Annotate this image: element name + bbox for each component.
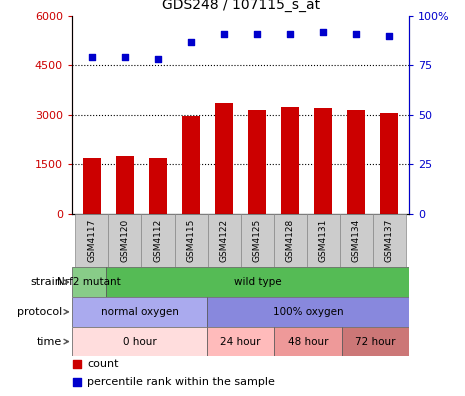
- Bar: [215, 103, 233, 214]
- Bar: [141, 214, 174, 267]
- Text: 100% oxygen: 100% oxygen: [273, 307, 343, 317]
- Bar: [116, 156, 134, 214]
- Text: strain: strain: [30, 277, 62, 287]
- Point: [154, 56, 162, 63]
- Bar: [347, 110, 365, 214]
- Point: [73, 361, 81, 367]
- Bar: [373, 214, 406, 267]
- Bar: [72, 297, 207, 327]
- Title: GDS248 / 107115_s_at: GDS248 / 107115_s_at: [161, 0, 320, 12]
- Point: [286, 30, 294, 37]
- Text: GSM4137: GSM4137: [385, 219, 394, 262]
- Bar: [182, 116, 200, 214]
- Bar: [75, 214, 108, 267]
- Text: protocol: protocol: [17, 307, 62, 317]
- Text: wild type: wild type: [234, 277, 281, 287]
- Text: 0 hour: 0 hour: [123, 337, 156, 346]
- Text: Nrf2 mutant: Nrf2 mutant: [57, 277, 121, 287]
- Bar: [108, 214, 141, 267]
- Point: [253, 30, 261, 37]
- Bar: [207, 297, 409, 327]
- Text: 72 hour: 72 hour: [355, 337, 396, 346]
- Bar: [342, 327, 409, 356]
- Bar: [149, 158, 167, 214]
- Text: GSM4122: GSM4122: [219, 219, 229, 262]
- Bar: [72, 327, 207, 356]
- Bar: [380, 113, 399, 214]
- Bar: [340, 214, 373, 267]
- Text: time: time: [37, 337, 62, 346]
- Text: normal oxygen: normal oxygen: [100, 307, 179, 317]
- Bar: [83, 158, 101, 214]
- Text: GSM4134: GSM4134: [352, 219, 361, 262]
- Bar: [207, 214, 241, 267]
- Point: [88, 54, 96, 61]
- Text: GSM4131: GSM4131: [319, 219, 328, 262]
- Point: [121, 54, 129, 61]
- Text: count: count: [87, 360, 119, 369]
- Point: [319, 29, 327, 35]
- Text: GSM4117: GSM4117: [87, 219, 96, 262]
- Bar: [248, 110, 266, 214]
- Point: [73, 379, 81, 385]
- Text: 24 hour: 24 hour: [220, 337, 261, 346]
- Bar: [281, 107, 299, 214]
- Text: GSM4112: GSM4112: [153, 219, 162, 262]
- Bar: [207, 327, 274, 356]
- Point: [352, 30, 360, 37]
- Text: GSM4120: GSM4120: [120, 219, 129, 262]
- Point: [220, 30, 228, 37]
- Bar: [307, 214, 340, 267]
- Text: percentile rank within the sample: percentile rank within the sample: [87, 377, 275, 387]
- Bar: [314, 108, 332, 214]
- Bar: [274, 214, 307, 267]
- Bar: [274, 327, 342, 356]
- Point: [385, 32, 393, 39]
- Text: GSM4115: GSM4115: [186, 219, 196, 262]
- Bar: [174, 214, 207, 267]
- Point: [187, 38, 195, 45]
- Bar: [72, 267, 106, 297]
- Text: GSM4125: GSM4125: [252, 219, 262, 262]
- Bar: [241, 214, 274, 267]
- Text: GSM4128: GSM4128: [286, 219, 295, 262]
- Text: 48 hour: 48 hour: [288, 337, 328, 346]
